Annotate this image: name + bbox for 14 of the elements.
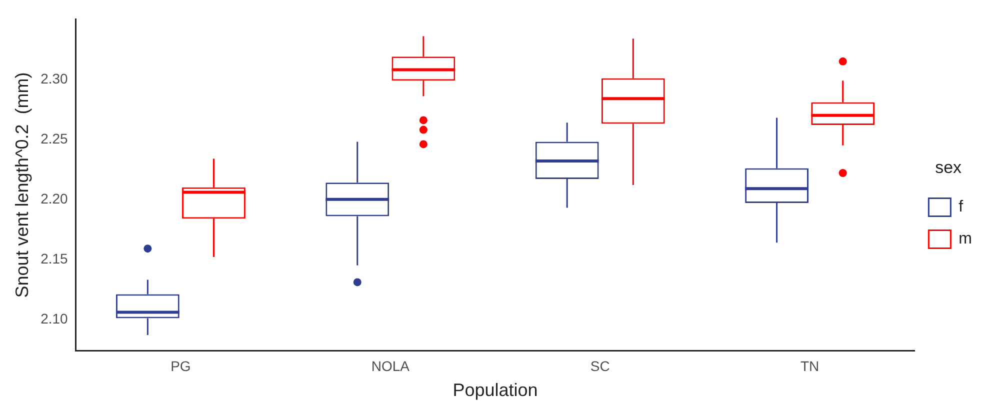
legend-title: sex [935,158,962,177]
legend-label: m [958,230,972,248]
y-tick-label: 2.30 [40,70,68,86]
y-tick-label: 2.10 [40,310,68,326]
y-axis-title: Snout vent length^0.2 (mm) [12,72,32,298]
x-tick-label: TN [800,358,820,374]
y-tick-label: 2.15 [40,250,68,266]
legend-label: f [958,198,964,216]
x-tick-label: SC [590,358,610,374]
x-tick-label: NOLA [371,358,410,374]
x-tick-label: PG [170,358,191,374]
y-tick-label: 2.25 [40,130,68,146]
x-axis-title: Population [452,380,538,400]
y-tick-label: 2.20 [40,190,68,206]
